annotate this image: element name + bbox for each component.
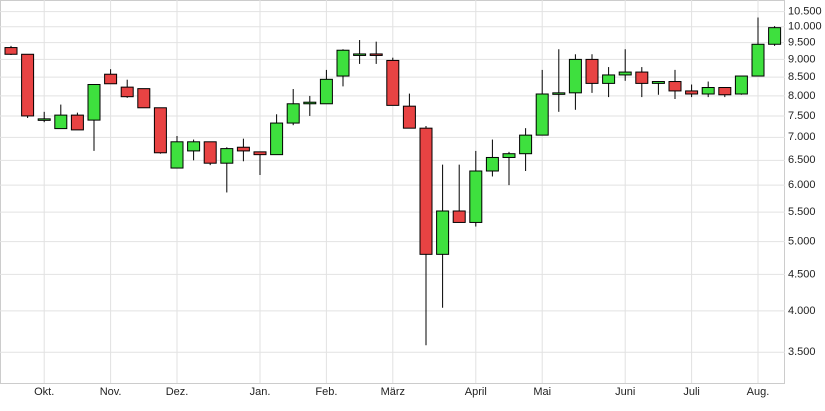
x-tick-label: Juli [683, 386, 700, 398]
candle-body [751, 43, 765, 77]
candle-body [120, 86, 134, 98]
candle-body [303, 101, 317, 105]
y-tick-label: 10.000 [788, 21, 822, 33]
candle-body [286, 103, 300, 124]
y-tick-label: 7.500 [788, 110, 816, 122]
candle-body [485, 156, 499, 172]
candle-body [452, 210, 466, 223]
x-tick-label: April [465, 386, 487, 398]
x-tick-label: Nov. [100, 386, 122, 398]
candle-body [668, 81, 682, 92]
candle-body [651, 81, 665, 84]
y-tick-label: 5.500 [788, 206, 816, 218]
candle-body [170, 141, 184, 169]
candle-body [768, 27, 782, 45]
y-tick-label: 9.500 [788, 37, 816, 49]
candle-body [54, 114, 68, 130]
y-tick-label: 7.000 [788, 131, 816, 143]
candle-body [701, 87, 715, 95]
candle-body [37, 118, 51, 121]
candle-body [386, 59, 400, 106]
y-tick-label: 5.000 [788, 236, 816, 248]
y-tick-label: 8.000 [788, 90, 816, 102]
candle-body [419, 127, 433, 255]
x-tick-label: Mai [533, 386, 551, 398]
candle-body [502, 153, 516, 158]
candle-body [87, 84, 101, 121]
candle-body [336, 49, 350, 77]
candle-body [203, 141, 217, 164]
x-tick-label: Aug. [747, 386, 770, 398]
y-tick-label: 6.000 [788, 179, 816, 191]
candle-body [353, 53, 367, 56]
candle-body [319, 78, 333, 105]
candle-body [220, 148, 234, 164]
candle-body [369, 53, 383, 56]
candle-body [436, 210, 450, 255]
y-tick-label: 8.500 [788, 71, 816, 83]
candle-body [4, 47, 18, 55]
y-tick-label: 10.500 [788, 6, 822, 18]
candle-body [519, 134, 533, 155]
x-tick-label: Dez. [166, 386, 189, 398]
candle-body [236, 146, 250, 152]
candle-body [685, 90, 699, 95]
candle-body [635, 71, 649, 84]
candle-body [21, 53, 35, 117]
x-tick-label: Juni [615, 386, 635, 398]
candle-body [137, 88, 151, 109]
x-tick-label: Okt. [34, 386, 54, 398]
candle-body [270, 122, 284, 156]
y-tick-label: 4.000 [788, 305, 816, 317]
x-tick-label: Jan. [250, 386, 271, 398]
candle-body [70, 114, 84, 131]
y-tick-label: 9.000 [788, 53, 816, 65]
candle-body [253, 151, 267, 156]
x-tick-label: Feb. [315, 386, 337, 398]
y-tick-label: 6.500 [788, 154, 816, 166]
candle-body [535, 93, 549, 136]
y-tick-label: 3.500 [788, 346, 816, 358]
candle-body [187, 141, 201, 152]
candle-body [552, 92, 566, 95]
x-tick-label: März [381, 386, 405, 398]
candle-body [602, 74, 616, 84]
candle-body [585, 58, 599, 84]
y-tick-label: 4.500 [788, 268, 816, 280]
candle-body [618, 71, 632, 76]
candle-body [153, 107, 167, 154]
candle-body [734, 75, 748, 95]
candle-body [104, 73, 118, 85]
candle-body [402, 105, 416, 129]
candle-body [718, 87, 732, 96]
candle-body [469, 170, 483, 223]
candle-body [568, 58, 582, 94]
